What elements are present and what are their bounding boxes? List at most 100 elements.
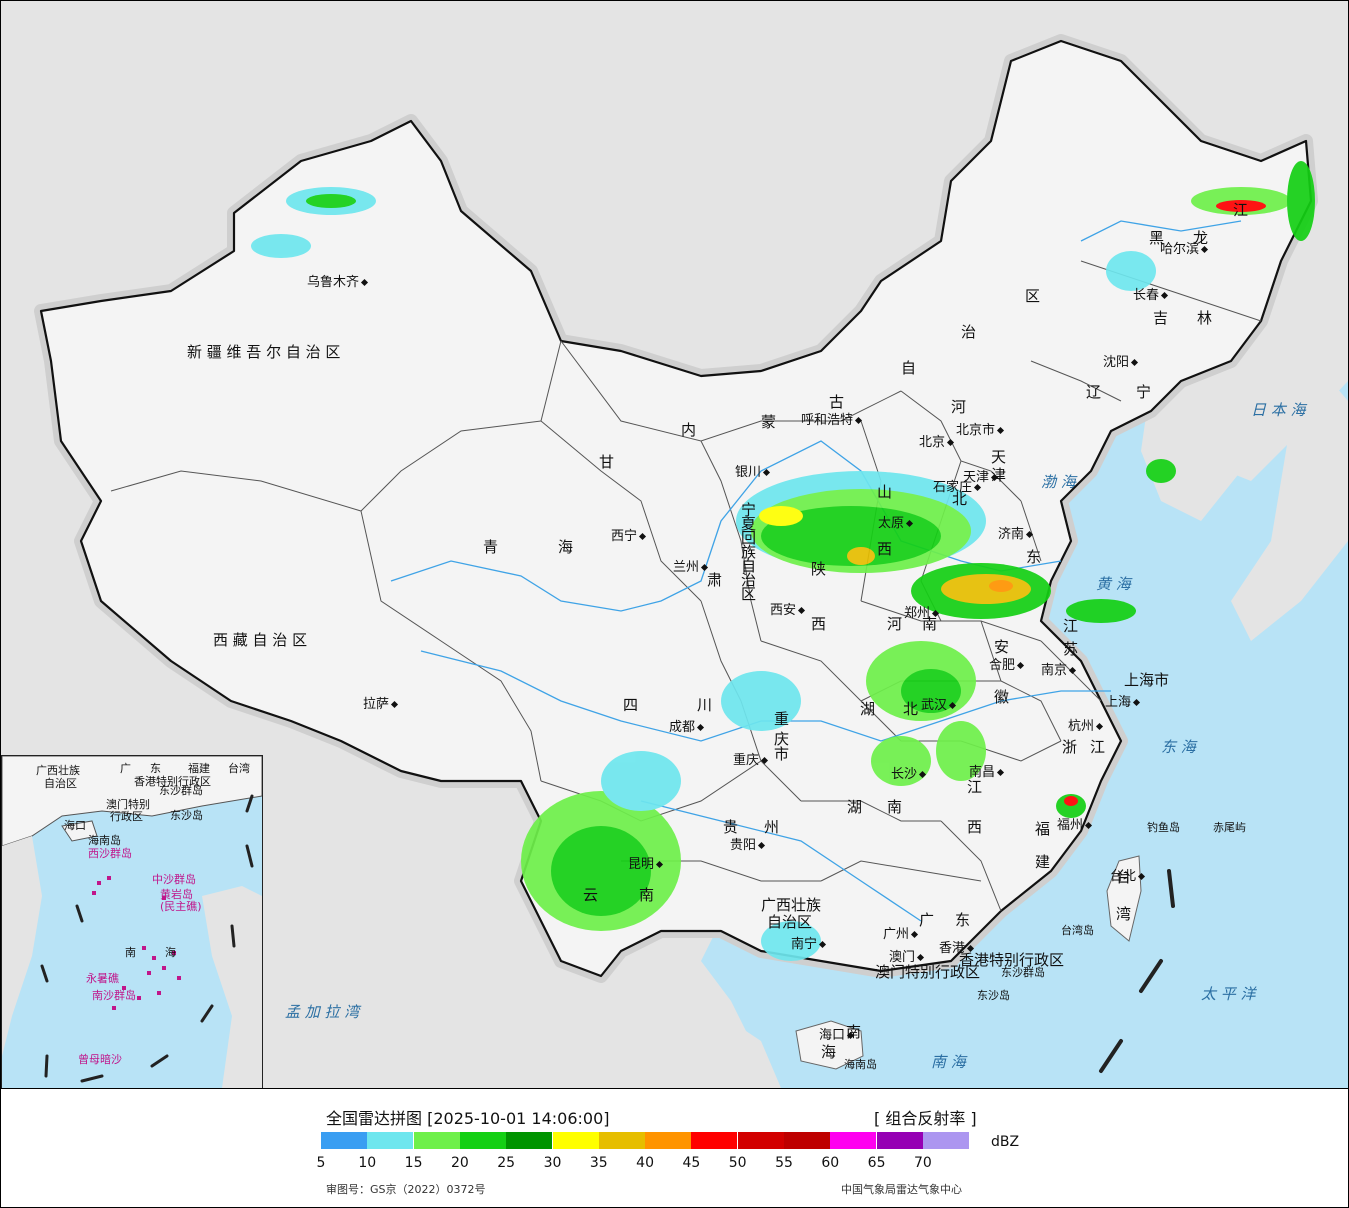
agency-name: 中国气象局雷达气象中心 <box>841 1183 962 1196</box>
province-label: 东 <box>955 911 971 929</box>
city-label: 昆明 <box>628 853 665 872</box>
inset-label: 西沙群岛 <box>88 847 132 860</box>
city-marker-icon <box>931 609 940 618</box>
city-marker-icon <box>905 519 914 528</box>
province-label: 江 <box>1233 201 1249 219</box>
city-name: 呼和浩特 <box>801 413 854 428</box>
inset-label: 福建 <box>188 762 210 775</box>
scale-tick-label: 55 <box>775 1155 793 1171</box>
scale-tick-label: 30 <box>543 1155 562 1171</box>
province-label: 黑 <box>1149 229 1165 247</box>
city-name: 香港 <box>939 941 966 956</box>
province-label: 澳门特别行政区 <box>875 963 981 981</box>
inset-label: 东 <box>150 762 161 775</box>
city-name: 上海 <box>1105 695 1132 710</box>
city-marker-icon <box>973 483 982 492</box>
china-radar-map <box>1 1 1348 1088</box>
province-label: 湾 <box>1116 905 1132 923</box>
color-swatch <box>922 1132 969 1149</box>
province-label: 川 <box>697 696 713 714</box>
island-label: 台湾岛 <box>1061 924 1094 937</box>
scale-tick-label: 50 <box>728 1155 747 1171</box>
province-label: 江 <box>967 778 983 796</box>
scale-tick-label: 60 <box>821 1155 840 1171</box>
province-label: 回 <box>741 529 757 547</box>
province-label: 区 <box>741 585 757 603</box>
province-label: 广西壮族 <box>761 896 822 914</box>
city-name: 福州 <box>1057 818 1084 833</box>
city-label: 海口 <box>819 1024 856 1043</box>
city-name: 武汉 <box>921 698 948 713</box>
inset-label: 行政区 <box>110 810 143 823</box>
scale-tick-label: 35 <box>589 1155 608 1171</box>
province-label: 河 <box>951 398 967 416</box>
province-label: 林 <box>1197 309 1213 327</box>
sea-label: 孟 加 拉 湾 <box>285 1003 360 1021</box>
island-label: 赤尾屿 <box>1213 821 1246 834</box>
city-label: 郑州 <box>904 602 941 621</box>
rivers <box>390 220 1242 922</box>
province-label: 肃 <box>707 571 723 589</box>
inset-label: 南沙群岛 <box>92 989 136 1002</box>
city-marker-icon <box>996 426 1005 435</box>
city-label: 拉萨 <box>363 693 400 712</box>
city-marker-icon <box>655 860 664 869</box>
inset-label: 澳门特别 <box>106 798 150 811</box>
city-name: 南昌 <box>969 765 996 780</box>
scale-tick-label: 5 <box>316 1155 326 1171</box>
city-label: 武汉 <box>921 694 958 713</box>
province-label: 海 <box>821 1043 837 1061</box>
city-label: 沈阳 <box>1103 351 1140 370</box>
province-label: 自 <box>741 557 757 575</box>
city-marker-icon <box>700 563 709 572</box>
city-marker-icon <box>846 1031 855 1040</box>
city-label: 长沙 <box>891 763 928 782</box>
province-label: 湖 <box>847 798 863 816</box>
city-label: 杭州 <box>1068 715 1105 734</box>
city-marker-icon <box>360 278 369 287</box>
province-label: 区 <box>1025 287 1041 305</box>
radar-echoes <box>251 161 1315 961</box>
inset-label: 台湾 <box>228 762 250 775</box>
city-name: 昆明 <box>628 857 655 872</box>
city-label: 济南 <box>998 523 1035 542</box>
color-swatch <box>737 1132 784 1149</box>
inset-label: 东沙群岛 <box>159 784 203 797</box>
province-label: 广 <box>919 911 935 929</box>
city-label: 台北 <box>1110 865 1147 884</box>
city-name: 沈阳 <box>1103 355 1130 370</box>
city-name: 郑州 <box>904 606 931 621</box>
province-label: 庆 <box>774 730 790 748</box>
neighbour-land-indochina <box>421 961 781 1088</box>
province-label: 西 <box>877 540 893 558</box>
province-label: 上海市 <box>1124 671 1170 689</box>
taiwan-island <box>1106 855 1142 942</box>
color-swatch <box>459 1132 506 1149</box>
inset-label: 广 <box>120 762 131 775</box>
city-label: 福州 <box>1057 814 1094 833</box>
city-label: 南京 <box>1041 659 1078 678</box>
province-label: 青 <box>483 538 499 556</box>
city-name: 银川 <box>735 465 762 480</box>
neighbour-land-japan <box>1231 381 1348 641</box>
island-label: 海南岛 <box>844 1058 877 1071</box>
province-label: 云 <box>583 886 599 904</box>
province-label: 夏 <box>741 515 757 533</box>
city-marker-icon <box>762 468 771 477</box>
province-label: 北 <box>903 700 919 718</box>
sea-label: 太 平 洋 <box>1201 985 1256 1003</box>
province-label: 自治区 <box>767 913 813 931</box>
city-name: 石家庄 <box>933 480 973 495</box>
city-name: 广州 <box>883 927 910 942</box>
province-label: 南 <box>922 615 938 633</box>
city-marker-icon <box>638 532 647 541</box>
city-label: 西宁 <box>611 525 648 544</box>
province-label: 内 <box>681 421 697 439</box>
color-swatch <box>876 1132 923 1149</box>
inset-label: 广西壮族 <box>36 764 80 777</box>
province-label: 州 <box>764 818 780 836</box>
province-label: 香港特别行政区 <box>959 951 1065 969</box>
color-swatch <box>830 1132 877 1149</box>
province-label: 蒙 <box>761 413 777 431</box>
city-name: 贵阳 <box>730 838 757 853</box>
